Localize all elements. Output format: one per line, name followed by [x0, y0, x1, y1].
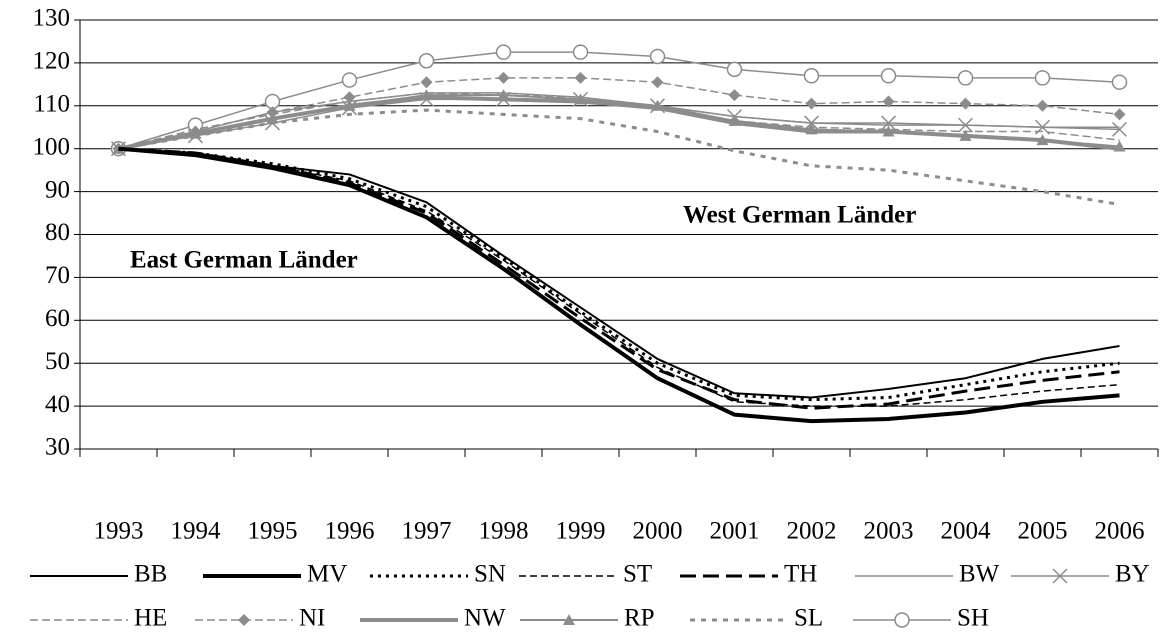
marker [1111, 74, 1128, 90]
marker [728, 89, 741, 102]
y-tick-label: 90 [45, 176, 70, 203]
x-tick-label: 2005 [1018, 518, 1068, 545]
y-tick-label: 130 [33, 5, 71, 32]
x-tick-label: 2002 [787, 518, 837, 545]
marker [957, 70, 974, 86]
series-line [118, 146, 1120, 424]
marker [341, 100, 358, 116]
legend-label: SH [957, 605, 989, 632]
legend-label: MV [307, 561, 347, 588]
marker [420, 76, 433, 89]
x-tick-label: 1995 [248, 518, 298, 545]
y-tick-label: 100 [33, 133, 71, 160]
x-tick-label: 1993 [94, 518, 144, 545]
legend-label: TH [784, 561, 817, 588]
y-tick-label: 70 [45, 262, 70, 289]
marker [880, 115, 897, 131]
series-line [118, 92, 1120, 150]
legend-label: HE [134, 605, 167, 632]
marker [1034, 70, 1051, 86]
marker [497, 71, 510, 84]
x-tick-label: 1998 [479, 518, 529, 545]
x-tick-label: 2006 [1095, 518, 1145, 545]
series-line [118, 51, 1120, 150]
marker [574, 71, 587, 84]
marker [418, 53, 435, 69]
series-line [118, 147, 1120, 402]
marker [959, 97, 972, 110]
legend-label: BB [134, 561, 167, 588]
marker [882, 95, 895, 108]
legend-label: SL [794, 605, 823, 632]
marker [649, 48, 666, 65]
marker [651, 76, 664, 89]
marker [572, 91, 589, 107]
marker [495, 91, 512, 107]
annotation: West German Länder [683, 202, 916, 229]
y-tick-label: 50 [45, 348, 70, 375]
legend-label: SN [474, 561, 506, 588]
x-tick-label: 2004 [941, 518, 992, 545]
legend-marker [894, 612, 910, 628]
plot: 30 40 50 60 70 80 90 100 110 120 130 1993 1994 1995 19… [30, 5, 1159, 632]
marker [187, 128, 204, 144]
y-tick-label: 40 [45, 391, 70, 418]
marker [1111, 121, 1128, 137]
marker [880, 68, 897, 84]
series-line [118, 147, 1120, 399]
legend-label: ST [623, 561, 652, 588]
y-tick-label: 80 [45, 219, 70, 246]
marker [418, 91, 435, 107]
legend-label: NI [299, 605, 325, 632]
y-tick-label: 30 [45, 434, 70, 461]
y-tick-label: 110 [33, 91, 70, 118]
marker [803, 68, 820, 84]
x-tick-label: 1999 [556, 518, 606, 545]
series-line [118, 108, 1120, 206]
x-tick-label: 1997 [402, 518, 452, 545]
y-tick-label: 60 [45, 305, 70, 332]
annotation: East German Länder [130, 247, 358, 274]
marker [572, 44, 589, 60]
series-line [118, 95, 1120, 151]
series-line [118, 147, 1120, 410]
legend-label: RP [624, 605, 655, 632]
marker [1036, 99, 1049, 112]
legend-marker [1052, 568, 1068, 584]
x-tick-label: 1994 [171, 518, 222, 545]
legend-marker [238, 614, 250, 626]
marker [805, 97, 818, 110]
x-tick-label: 2003 [864, 518, 914, 545]
marker [726, 61, 743, 78]
legend-label: BW [959, 561, 1000, 588]
legend-label: BY [1115, 561, 1150, 588]
legend-label: NW [464, 605, 506, 632]
marker [1113, 108, 1126, 121]
marker [341, 72, 358, 88]
legend-marker [563, 614, 575, 625]
x-tick-label: 2000 [633, 518, 683, 545]
x-tick-label: 2001 [710, 518, 760, 545]
x-tick-label: 1996 [325, 518, 375, 545]
marker [495, 44, 512, 60]
marker [343, 91, 356, 104]
marker [264, 115, 281, 131]
series-line [118, 147, 1120, 407]
y-tick-label: 120 [33, 48, 71, 75]
